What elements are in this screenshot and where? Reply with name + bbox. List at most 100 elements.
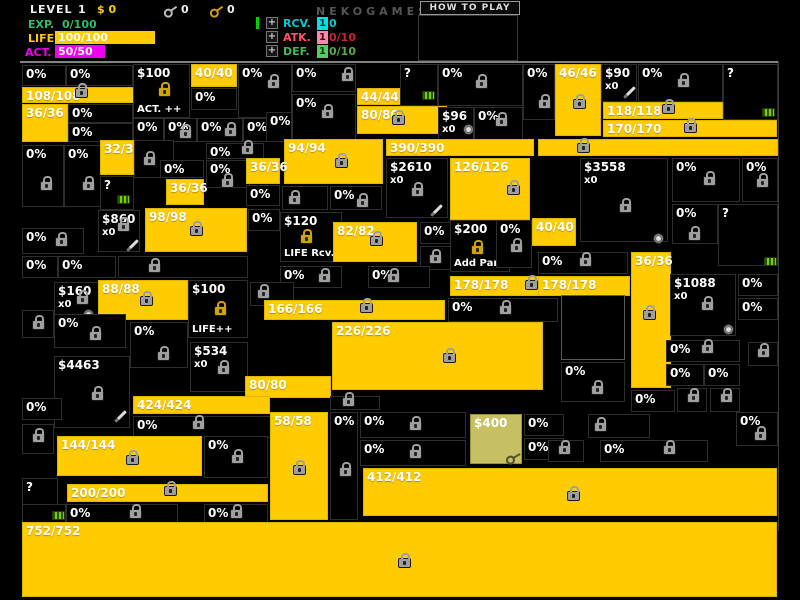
field-box[interactable]: 0% [22, 398, 62, 420]
field-box[interactable] [748, 342, 778, 366]
atk-plus-button[interactable]: + [266, 31, 278, 43]
field-box[interactable]: 0% [54, 314, 126, 348]
field-box[interactable]: 0% [600, 440, 708, 462]
field-box[interactable]: $120 LIFE Rcv. [280, 212, 342, 262]
field-box[interactable]: ? [718, 204, 778, 266]
field-box[interactable]: 82/82 [333, 222, 417, 262]
field-box[interactable]: 0% [368, 266, 430, 288]
field-box[interactable]: ? [22, 478, 58, 506]
field-box[interactable]: $2610 x0 [386, 158, 448, 218]
field-box[interactable]: 0% [742, 158, 778, 202]
field-box[interactable]: 0% [68, 123, 133, 142]
field-box[interactable]: 36/36 [166, 179, 208, 205]
field-box[interactable]: 752/752 [22, 522, 777, 597]
field-box[interactable]: 118/118 [603, 99, 723, 119]
field-box[interactable]: 46/46 [555, 64, 601, 136]
field-box[interactable]: $860 x0 [98, 210, 140, 252]
field-box[interactable]: $400 [470, 414, 522, 464]
field-box[interactable]: 88/88 [98, 280, 188, 320]
field-box[interactable]: 200/200 [67, 481, 268, 502]
field-box[interactable]: $534 x0 [190, 342, 248, 392]
field-box[interactable]: 0% [738, 298, 778, 320]
field-box[interactable]: 94/94 [284, 139, 383, 184]
field-box[interactable]: $90 x0 [601, 64, 637, 102]
field-box[interactable]: $1088 x0 [670, 274, 736, 336]
field-box[interactable]: 0% [206, 140, 264, 159]
field-box[interactable]: 0% [266, 112, 292, 142]
field-box[interactable]: 0% [206, 160, 250, 188]
field-box[interactable]: 0% [672, 158, 740, 202]
field-box[interactable]: 0% [360, 412, 466, 438]
field-box[interactable]: 0% [292, 94, 356, 140]
field-box[interactable]: 424/424 [133, 396, 270, 414]
field-box[interactable]: 0% [672, 204, 718, 244]
field-box[interactable]: 0% [22, 65, 66, 86]
field-box[interactable]: 0% [438, 64, 523, 106]
field-box[interactable] [282, 186, 328, 210]
field-box[interactable]: 80/80 [245, 376, 331, 398]
field-box[interactable]: 58/58 [270, 412, 328, 520]
field-box[interactable]: 36/36 [246, 158, 288, 184]
field-box[interactable]: $100 LIFE++ [188, 280, 248, 338]
field-box[interactable]: 0% [631, 390, 675, 412]
field-box[interactable]: 44/44 [357, 88, 403, 105]
field-box[interactable]: 40/40 [532, 218, 576, 246]
field-box[interactable]: 0% [524, 414, 564, 436]
field-box[interactable]: 0% [68, 104, 133, 123]
field-box[interactable]: 0% [66, 65, 133, 86]
field-box[interactable]: 0% [248, 209, 280, 231]
field-box[interactable]: 80/80 [357, 106, 447, 134]
field-box[interactable]: 0% [330, 186, 382, 210]
field-box[interactable]: 36/36 [22, 104, 68, 142]
field-box[interactable]: 0% [238, 64, 292, 118]
field-box[interactable]: 0% [666, 339, 740, 362]
field-box[interactable] [538, 138, 778, 156]
field-box[interactable]: 0% [474, 107, 523, 142]
field-box[interactable] [548, 440, 584, 462]
field-box[interactable]: 0% [638, 64, 723, 102]
how-to-play-button[interactable]: HOW TO PLAY [420, 1, 520, 15]
field-box[interactable]: 0% [160, 160, 204, 178]
field-box[interactable]: 0% [204, 436, 268, 478]
field-box[interactable]: $4463 [54, 356, 130, 428]
field-box[interactable]: 0% [22, 228, 84, 254]
field-box[interactable] [677, 388, 707, 412]
field-box[interactable]: 40/40 [191, 64, 237, 87]
field-box[interactable]: 226/226 [332, 322, 543, 390]
field-box[interactable]: 144/144 [57, 436, 202, 476]
field-box[interactable]: 0% [360, 440, 466, 466]
field-box[interactable]: ? [400, 64, 438, 106]
field-box[interactable]: 178/178 [450, 275, 556, 296]
def-plus-button[interactable]: + [266, 45, 278, 57]
field-box[interactable]: 0% [22, 145, 64, 207]
field-box[interactable]: 0% [738, 274, 778, 296]
field-box[interactable] [710, 388, 740, 412]
field-box[interactable]: ? [100, 176, 134, 210]
field-box[interactable]: 0% [448, 298, 558, 322]
field-box[interactable]: 0% [292, 64, 356, 92]
field-box[interactable]: 0% [330, 412, 358, 520]
field-box[interactable]: 0% [704, 364, 740, 386]
field-box[interactable]: 126/126 [450, 158, 530, 220]
field-box[interactable]: 0% [22, 256, 58, 278]
field-box[interactable]: 0% [133, 118, 164, 142]
field-box[interactable]: 0% [191, 88, 237, 110]
field-box[interactable] [22, 424, 54, 454]
field-box[interactable]: 390/390 [386, 139, 534, 156]
field-box[interactable]: 0% [496, 220, 532, 268]
field-box[interactable]: 0% [561, 362, 625, 402]
field-box[interactable]: 0% [246, 185, 280, 206]
field-box[interactable]: $96 x0 [438, 107, 474, 142]
field-box[interactable]: 0% [164, 118, 197, 142]
field-box[interactable] [561, 295, 625, 360]
field-box[interactable] [330, 392, 380, 410]
field-box[interactable]: 0% [666, 364, 704, 386]
field-box[interactable]: 0% [133, 415, 273, 438]
field-box[interactable]: 170/170 [603, 118, 777, 137]
field-box[interactable]: 0% [197, 118, 243, 142]
field-box[interactable]: 0% [420, 222, 454, 244]
field-box[interactable] [118, 256, 248, 278]
field-box[interactable]: 32/32 [100, 140, 142, 175]
field-box[interactable]: 166/166 [264, 298, 445, 320]
field-box[interactable]: 0% [538, 252, 628, 274]
